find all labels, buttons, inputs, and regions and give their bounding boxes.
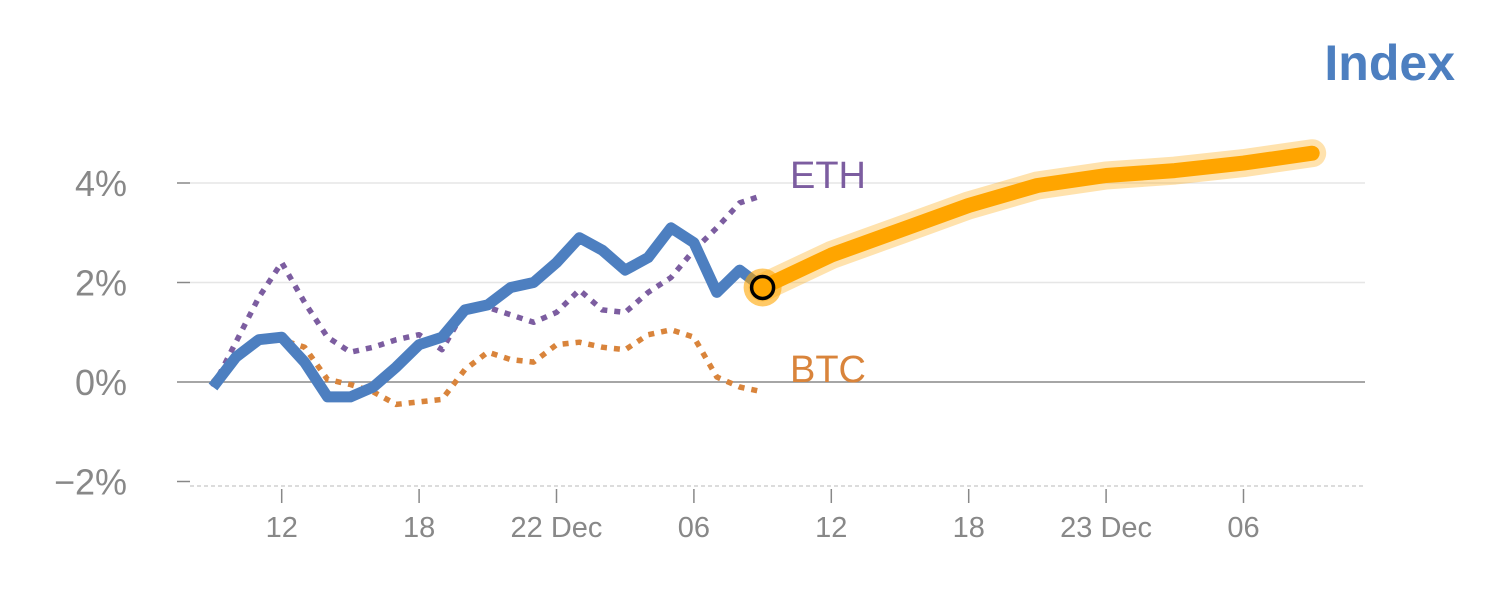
series-line-btc — [210, 327, 764, 408]
y-tick-label: −2% — [54, 462, 127, 503]
axis-layer: −2% 0% 2% 4% 12 18 22 Dec 06 12 18 23 Dec 06 — [54, 163, 1260, 544]
y-tick-label: 4% — [75, 163, 127, 204]
series-layer — [208, 139, 1327, 408]
marker-point — [749, 274, 776, 301]
x-tick-label: 22 Dec — [511, 512, 603, 544]
x-tick-label: 18 — [403, 512, 435, 544]
chart-title: Index — [1324, 35, 1455, 91]
y-tick-label: 2% — [75, 263, 127, 304]
x-tick-label: 12 — [266, 512, 298, 544]
x-tick-label: 23 Dec — [1060, 512, 1152, 544]
series-label-btc: BTC — [790, 349, 866, 391]
series-line-index — [208, 222, 766, 403]
series-line-forecast — [755, 145, 1320, 295]
x-tick-label: 18 — [953, 512, 985, 544]
x-tick-label: 06 — [1227, 512, 1259, 544]
x-tick-label: 12 — [815, 512, 847, 544]
series-line-eth — [210, 192, 764, 389]
label-layer: ETH BTC — [790, 155, 866, 391]
y-tick-label: 0% — [75, 362, 127, 403]
x-tick-label: 06 — [678, 512, 710, 544]
grid-layer — [190, 182, 1365, 487]
series-label-eth: ETH — [790, 155, 866, 197]
